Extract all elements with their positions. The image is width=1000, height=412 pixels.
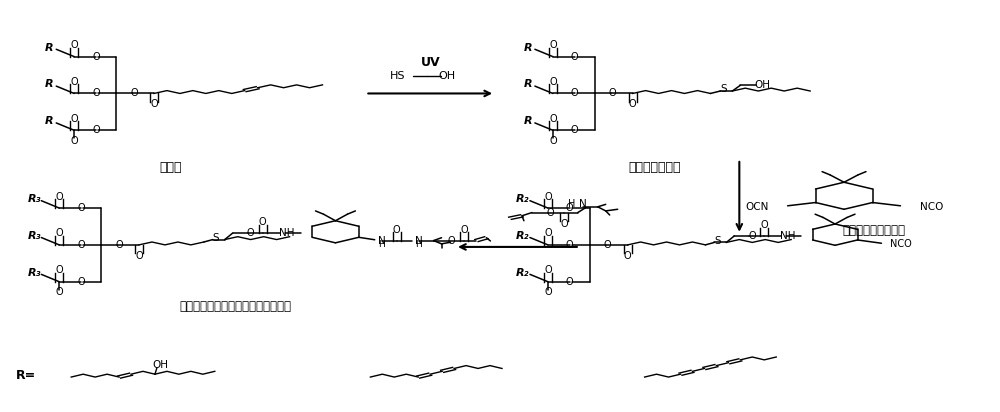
Text: O: O: [77, 203, 85, 213]
Text: R: R: [524, 80, 532, 89]
Text: OCN: OCN: [745, 201, 769, 212]
Text: O: O: [77, 277, 85, 287]
Text: O: O: [544, 287, 552, 297]
Text: NCO: NCO: [920, 201, 944, 212]
Text: N: N: [415, 236, 422, 246]
Text: R: R: [45, 116, 54, 126]
Text: OH: OH: [152, 360, 168, 370]
Text: 植物油基多元醇: 植物油基多元醇: [628, 161, 681, 173]
Text: HS: HS: [390, 71, 405, 81]
Text: O: O: [393, 225, 400, 235]
Text: H: H: [378, 240, 385, 249]
Text: H: H: [415, 240, 422, 249]
Text: O: O: [624, 250, 631, 260]
Text: O: O: [560, 219, 568, 229]
Text: R: R: [524, 116, 532, 126]
Text: R: R: [45, 42, 54, 53]
Text: O: O: [259, 218, 266, 227]
Text: O: O: [629, 99, 636, 109]
Text: O: O: [77, 240, 85, 250]
Text: R: R: [524, 42, 532, 53]
Text: H: H: [568, 199, 575, 209]
Text: O: O: [92, 125, 100, 135]
Text: O: O: [92, 89, 100, 98]
Text: NH: NH: [279, 228, 294, 238]
Text: R: R: [45, 80, 54, 89]
Text: O: O: [448, 236, 455, 246]
Text: O: O: [115, 240, 123, 250]
Text: R₂: R₂: [516, 268, 530, 278]
Text: O: O: [566, 277, 574, 287]
Text: R₃: R₃: [28, 231, 41, 241]
Text: O: O: [247, 228, 255, 238]
Text: NH: NH: [780, 231, 796, 241]
Text: O: O: [549, 114, 557, 124]
Text: O: O: [135, 250, 143, 260]
Text: O: O: [544, 265, 552, 275]
Text: R₂: R₂: [516, 194, 530, 204]
Text: 植物油: 植物油: [160, 161, 182, 173]
Text: O: O: [544, 228, 552, 239]
Text: O: O: [150, 99, 158, 109]
Text: R=: R=: [16, 369, 36, 382]
Text: O: O: [604, 240, 612, 250]
Text: O: O: [544, 192, 552, 201]
Text: O: O: [549, 40, 557, 50]
Text: NCO: NCO: [890, 239, 911, 249]
Text: OH: OH: [439, 71, 456, 81]
Text: O: O: [549, 136, 557, 146]
Text: N: N: [579, 199, 587, 209]
Text: O: O: [55, 265, 63, 275]
Text: O: O: [760, 220, 768, 230]
Text: O: O: [461, 225, 468, 235]
Text: O: O: [70, 136, 78, 146]
Text: O: O: [748, 231, 756, 241]
Text: 含有位阻脲键的植物油基光敏预聚体: 含有位阻脲键的植物油基光敏预聚体: [180, 300, 292, 313]
Text: UV: UV: [420, 56, 440, 69]
Text: O: O: [92, 52, 100, 62]
Text: O: O: [571, 52, 579, 62]
Text: O: O: [70, 77, 78, 87]
Text: N: N: [378, 236, 386, 246]
Text: O: O: [55, 287, 63, 297]
Text: O: O: [571, 89, 579, 98]
Text: R₃: R₃: [28, 268, 41, 278]
Text: O: O: [130, 89, 138, 98]
Text: O: O: [70, 114, 78, 124]
Text: OH: OH: [754, 80, 770, 90]
Text: S: S: [714, 236, 721, 246]
Text: O: O: [566, 203, 574, 213]
Text: O: O: [55, 192, 63, 201]
Text: S: S: [720, 84, 727, 94]
Text: O: O: [566, 240, 574, 250]
Text: O: O: [609, 89, 616, 98]
Text: R₂: R₂: [516, 231, 530, 241]
Text: O: O: [55, 228, 63, 239]
Text: O: O: [70, 40, 78, 50]
Text: O: O: [546, 208, 554, 218]
Text: O: O: [571, 125, 579, 135]
Text: O: O: [549, 77, 557, 87]
Text: 异佛尔酮二异氰酸酯: 异佛尔酮二异氰酸酯: [842, 224, 905, 237]
Text: R₃: R₃: [28, 194, 41, 204]
Text: S: S: [212, 233, 219, 243]
